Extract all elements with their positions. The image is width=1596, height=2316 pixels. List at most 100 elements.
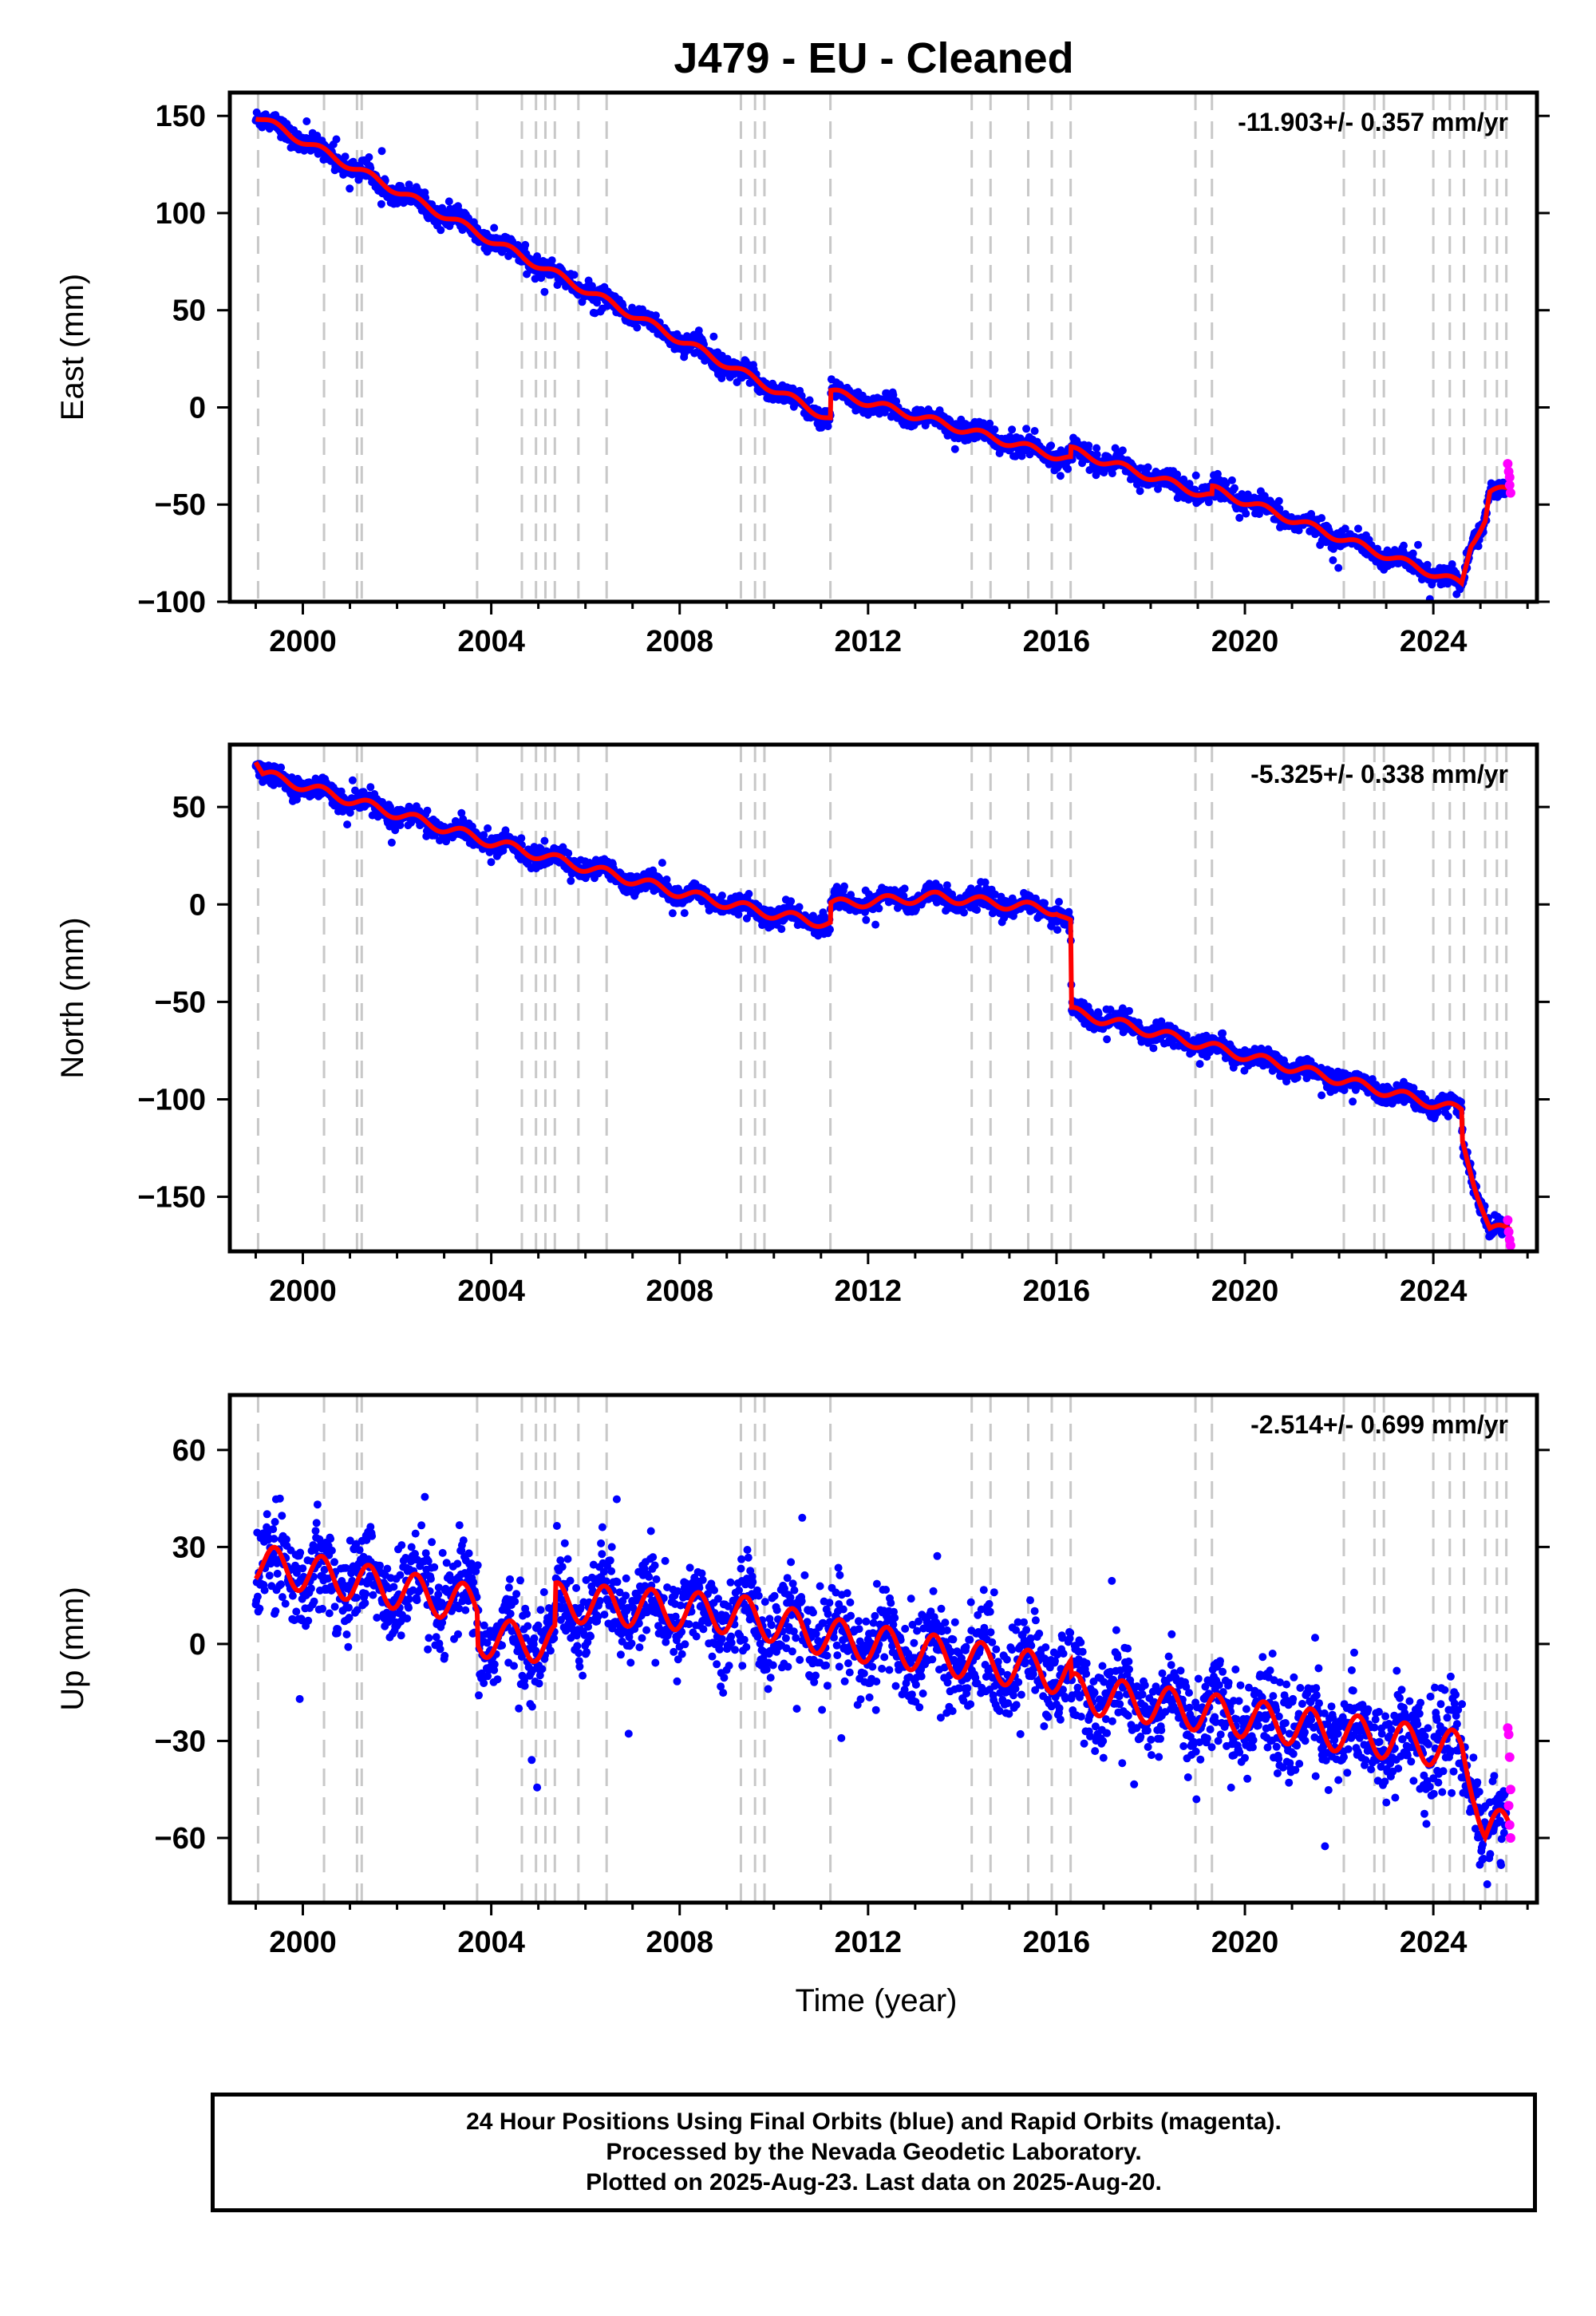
final-orbit-point xyxy=(1084,441,1093,450)
final-orbit-point xyxy=(1055,898,1063,906)
final-orbit-point xyxy=(1349,1097,1357,1106)
final-orbit-point xyxy=(540,836,549,845)
final-orbit-point xyxy=(1118,446,1127,455)
final-orbit-point xyxy=(889,390,898,399)
final-orbit-point xyxy=(883,389,891,397)
final-orbit-point xyxy=(1408,549,1417,558)
final-orbit-point xyxy=(366,783,375,792)
final-orbit-point xyxy=(570,271,579,279)
final-orbit-point xyxy=(1317,1091,1326,1100)
final-orbit-point xyxy=(1423,560,1432,569)
x-tick-label: 2008 xyxy=(646,625,713,658)
final-orbit-point xyxy=(547,256,556,265)
final-orbit-point xyxy=(717,891,726,900)
final-orbit-point xyxy=(826,925,834,934)
final-orbit-point xyxy=(900,884,909,893)
x-tick-label: 2012 xyxy=(835,625,903,658)
final-orbit-point xyxy=(341,152,350,161)
final-orbit-point xyxy=(1056,472,1065,480)
final-orbit-point xyxy=(521,240,530,249)
final-orbit-point xyxy=(387,838,396,847)
final-orbit-point xyxy=(1125,1006,1133,1015)
final-orbit-point xyxy=(950,445,959,453)
final-orbit-point xyxy=(1008,425,1017,434)
final-orbit-point xyxy=(567,876,575,885)
rate-label: -11.903+/- 0.357 mm/yr xyxy=(1238,108,1508,136)
final-orbit-point xyxy=(1231,484,1238,492)
final-orbit-point xyxy=(1400,541,1408,550)
final-orbit-point xyxy=(1219,1029,1227,1037)
final-orbit-point xyxy=(871,920,880,929)
x-axis-label: Time (year) xyxy=(796,1983,958,2018)
x-tick-label: 2020 xyxy=(1211,625,1279,658)
final-orbit-point xyxy=(1136,487,1144,496)
final-orbit-point xyxy=(277,763,286,772)
plot-area xyxy=(251,93,1515,602)
final-orbit-point xyxy=(795,903,804,911)
final-orbit-point xyxy=(658,859,666,868)
final-orbit-point xyxy=(805,396,814,405)
final-orbit-point xyxy=(377,147,386,156)
y-axis-label: East (mm) xyxy=(55,274,90,421)
final-orbit-point xyxy=(540,287,549,296)
final-orbit-point xyxy=(346,184,354,193)
final-orbit-point xyxy=(1274,496,1283,505)
final-orbit-point xyxy=(504,251,513,260)
final-orbit-point xyxy=(1103,1035,1112,1044)
final-orbit-point xyxy=(444,197,453,206)
final-orbit-point xyxy=(973,906,982,915)
final-orbit-point xyxy=(1317,514,1326,523)
x-tick-label: 2004 xyxy=(457,625,525,658)
x-tick-label: 2016 xyxy=(1023,625,1091,658)
final-orbit-point xyxy=(1354,524,1362,533)
plot-area xyxy=(251,745,1515,1251)
y-tick-label: −100 xyxy=(137,586,206,619)
final-orbit-point xyxy=(680,909,689,918)
final-orbit-point xyxy=(840,882,848,891)
final-orbit-point xyxy=(348,776,357,785)
final-orbit-point xyxy=(343,820,352,829)
final-orbit-point xyxy=(709,332,718,341)
final-orbit-point xyxy=(824,422,832,431)
y-tick-label: −50 xyxy=(155,488,206,522)
final-orbit-point xyxy=(564,849,573,858)
x-tick-label: 2024 xyxy=(1400,625,1468,658)
page-title: J479 - EU - Cleaned xyxy=(674,34,1074,82)
model-fit-line xyxy=(255,117,1512,588)
final-orbit-point xyxy=(1227,476,1236,484)
final-orbit-point xyxy=(1195,1060,1204,1069)
final-orbit-point xyxy=(531,275,539,283)
final-orbit-point xyxy=(1064,464,1073,473)
final-orbit-point xyxy=(651,311,660,320)
rapid-orbit-point xyxy=(1505,488,1515,498)
final-orbit-point xyxy=(302,117,311,125)
final-orbit-point xyxy=(1334,563,1343,572)
final-orbit-point xyxy=(787,897,796,906)
panel-east: 2000 2004 2008 2012 2016 2020 2024−100−5005010… xyxy=(55,90,1550,658)
final-orbit-point xyxy=(1414,540,1422,549)
final-orbit-point xyxy=(377,200,385,208)
final-orbit-point xyxy=(332,135,341,144)
final-orbit-point xyxy=(1065,907,1073,916)
final-orbit-point xyxy=(1204,498,1213,507)
final-orbit-point xyxy=(487,858,496,867)
y-tick-label: 50 xyxy=(172,294,206,328)
y-tick-label: 150 xyxy=(156,100,206,133)
final-orbit-point xyxy=(777,925,786,934)
final-orbit-point xyxy=(484,824,492,832)
final-orbit-point xyxy=(990,425,999,434)
final-orbit-point xyxy=(745,890,753,898)
rapid-orbit-point xyxy=(1504,472,1515,483)
x-tick-label: 2000 xyxy=(269,625,337,658)
final-orbit-point xyxy=(1144,463,1152,472)
final-orbit-point xyxy=(490,223,499,232)
final-orbit-point xyxy=(1191,471,1200,480)
final-orbit-point xyxy=(1329,556,1337,564)
y-tick-label: 100 xyxy=(156,197,206,231)
panel-north: 2000 2004 2008 2012 2016 2020 2024−150−100−500… xyxy=(55,742,1550,1308)
panel-frame xyxy=(227,90,1539,604)
final-orbit-point xyxy=(1022,425,1031,433)
final-orbit-point xyxy=(1047,441,1056,450)
final-orbit-point xyxy=(1149,1044,1158,1053)
